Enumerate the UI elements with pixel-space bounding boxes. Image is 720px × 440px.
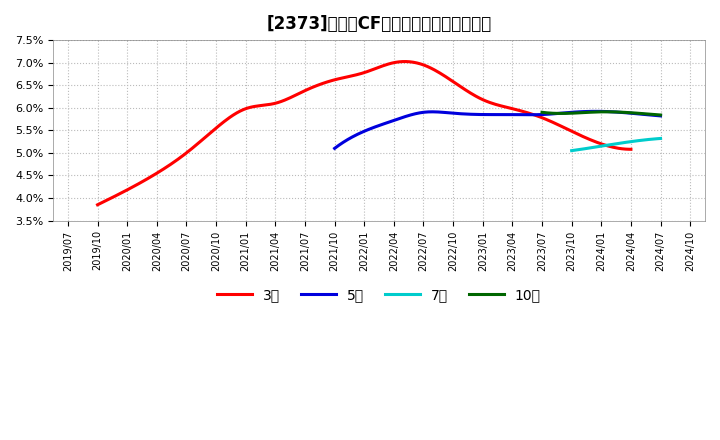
- 3年: [95, 201, 104, 206]
- 7年: [620, 140, 629, 145]
- 7年: [648, 136, 657, 142]
- Title: [2373]　営業CFマージンの平均値の推移: [2373] 営業CFマージンの平均値の推移: [266, 15, 492, 33]
- 3年: [421, 63, 430, 69]
- 5年: [656, 113, 665, 118]
- 5年: [330, 146, 339, 151]
- 10年: [611, 109, 619, 114]
- 3年: [578, 134, 587, 139]
- 10年: [638, 111, 647, 116]
- Line: 3年: 3年: [97, 62, 631, 205]
- 5年: [523, 112, 532, 117]
- 5年: [530, 112, 539, 117]
- 5年: [331, 145, 340, 150]
- 10年: [601, 109, 610, 114]
- 7年: [622, 139, 631, 145]
- 5年: [606, 109, 615, 114]
- 3年: [93, 202, 102, 207]
- 10年: [538, 110, 546, 115]
- 5年: [627, 110, 636, 116]
- 3年: [400, 59, 409, 64]
- 5年: [524, 112, 533, 117]
- 10年: [656, 112, 665, 117]
- 7年: [642, 137, 651, 142]
- Legend: 3年, 5年, 7年, 10年: 3年, 5年, 7年, 10年: [212, 282, 546, 308]
- 7年: [567, 148, 576, 153]
- 3年: [413, 60, 421, 66]
- 5年: [592, 109, 600, 114]
- 7年: [567, 148, 576, 153]
- 10年: [538, 110, 546, 115]
- 7年: [620, 140, 629, 145]
- Line: 7年: 7年: [572, 139, 660, 150]
- 3年: [626, 147, 635, 152]
- 7年: [656, 136, 665, 141]
- Line: 5年: 5年: [335, 111, 660, 148]
- 3年: [544, 118, 553, 123]
- 10年: [646, 111, 654, 117]
- 3年: [410, 60, 419, 65]
- Line: 10年: 10年: [542, 112, 660, 115]
- 10年: [608, 109, 617, 114]
- 10年: [608, 109, 617, 114]
